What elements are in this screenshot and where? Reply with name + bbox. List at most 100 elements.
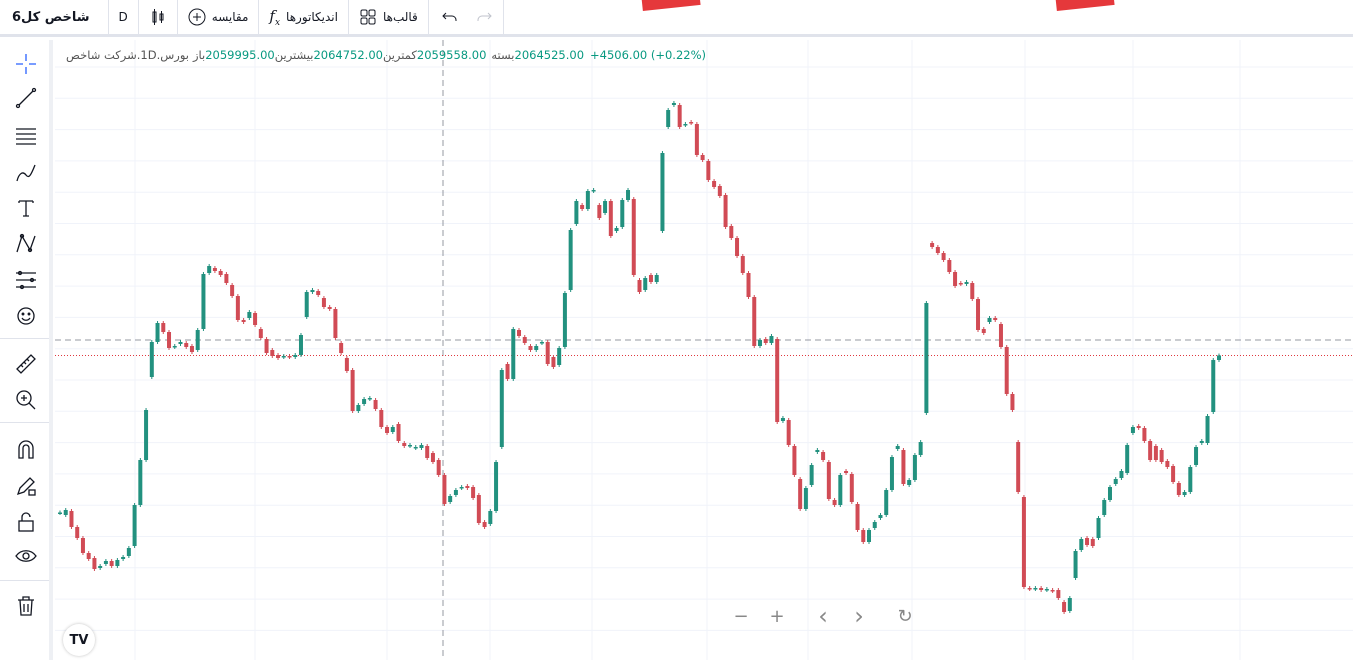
candle-body: [121, 557, 126, 559]
trend-line-icon: [15, 87, 37, 109]
brush-tool[interactable]: [9, 157, 43, 189]
candle-body: [912, 455, 917, 480]
scroll-right-button[interactable]: ›: [854, 602, 864, 630]
candle-body: [671, 103, 676, 105]
candle-body: [872, 522, 877, 528]
price-chart[interactable]: [55, 40, 1353, 660]
candle-body: [517, 330, 522, 336]
magnet-icon: [18, 440, 34, 459]
candle-body: [270, 350, 275, 356]
legend-close-label: بسته: [491, 48, 515, 62]
candle-body: [132, 505, 137, 546]
symbol-title[interactable]: شاخص کل6: [0, 0, 109, 34]
candle-body: [1188, 467, 1193, 492]
candle-body: [287, 356, 292, 358]
magnet-tool[interactable]: [9, 434, 43, 466]
candle-body: [1010, 394, 1015, 410]
compare-label: مقایسه: [211, 10, 249, 24]
indicators-button[interactable]: fx اندیکاتورها: [259, 0, 349, 34]
redo-button[interactable]: [465, 0, 504, 34]
brush-icon: [16, 164, 36, 182]
candle-body: [568, 230, 573, 290]
candle-body: [1085, 538, 1090, 545]
candle-body: [430, 453, 435, 462]
candle-body: [310, 290, 315, 292]
candle-body: [1027, 588, 1032, 590]
candle-body: [958, 283, 963, 285]
candle-body: [1004, 347, 1009, 394]
legend-interval: 1D: [140, 48, 157, 62]
promo-tag: [1055, 0, 1115, 11]
lock-drawings-tool[interactable]: [9, 470, 43, 502]
templates-button[interactable]: قالب‌ها: [349, 0, 429, 34]
compare-button[interactable]: مقایسه: [178, 0, 260, 34]
candle-body: [1130, 427, 1135, 433]
candle-body: [895, 446, 900, 449]
candle-body: [654, 275, 659, 282]
candle-body: [1033, 588, 1038, 590]
text-tool[interactable]: [9, 192, 43, 224]
visibility-tool[interactable]: [9, 540, 43, 572]
zoom-tool[interactable]: [9, 384, 43, 416]
undo-button[interactable]: [429, 0, 465, 34]
delete-tool[interactable]: [9, 590, 43, 622]
text-icon: [18, 200, 34, 217]
candle-body: [1182, 492, 1187, 495]
fib-retracement-icon: [16, 128, 36, 145]
candle-body: [86, 553, 91, 559]
fib-tool[interactable]: [9, 120, 43, 152]
candle-body: [281, 356, 286, 358]
candle-body: [333, 309, 338, 338]
top-toolbar: شاخص کل6 D مقایسه fx اندیکاتورها قالب‌ها: [0, 0, 1353, 37]
candle-body: [1102, 500, 1107, 515]
candle-body: [505, 364, 510, 379]
candle-body: [1159, 450, 1164, 462]
crosshair-tool[interactable]: [9, 48, 43, 80]
candle-body: [591, 190, 596, 192]
candle-body: [689, 122, 694, 124]
candle-body: [184, 343, 189, 347]
candle-body: [419, 445, 424, 448]
emoji-icon: [17, 307, 35, 325]
lock-tool[interactable]: [9, 506, 43, 538]
reset-chart-button[interactable]: ↻: [897, 605, 913, 627]
ruler-tool[interactable]: [9, 348, 43, 380]
candle-body: [901, 450, 906, 484]
candle-body: [746, 273, 751, 297]
zoom-out-button[interactable]: −: [733, 605, 749, 627]
candle-body: [189, 346, 194, 352]
candle-body: [993, 318, 998, 320]
candle-body: [981, 329, 986, 333]
candle-body: [1039, 588, 1044, 590]
pattern-icon: [16, 233, 36, 253]
interval-button[interactable]: D: [109, 0, 139, 34]
trend-line-tool[interactable]: [9, 82, 43, 114]
promo-tag: [641, 0, 701, 11]
tradingview-logo[interactable]: TV: [63, 624, 95, 656]
zoom-in-button[interactable]: +: [769, 605, 785, 627]
candle-body: [304, 292, 309, 317]
prediction-tool[interactable]: [9, 264, 43, 296]
candle-body: [413, 447, 418, 449]
candle-body: [557, 348, 562, 365]
candle-body: [884, 490, 889, 515]
candle-body: [648, 275, 653, 282]
candle-body: [918, 442, 923, 455]
candle-body: [1217, 355, 1221, 361]
candle-body: [241, 320, 246, 322]
candle-body: [1113, 479, 1118, 484]
candle-body: [786, 420, 791, 445]
legend-high: 2064752.00: [313, 48, 383, 62]
scroll-left-button[interactable]: ‹: [818, 602, 828, 630]
candle-body: [402, 443, 407, 446]
pattern-tool[interactable]: [9, 228, 43, 260]
chart-type-button[interactable]: [139, 0, 178, 34]
candle-body: [729, 226, 734, 238]
candle-body: [115, 560, 120, 566]
candle-body: [889, 457, 894, 490]
candle-body: [998, 324, 1003, 347]
legend-change: +4506.00 (+0.22%): [590, 48, 707, 62]
candle-body: [298, 335, 303, 355]
candle-body: [1079, 539, 1084, 550]
emoji-tool[interactable]: [9, 300, 43, 332]
